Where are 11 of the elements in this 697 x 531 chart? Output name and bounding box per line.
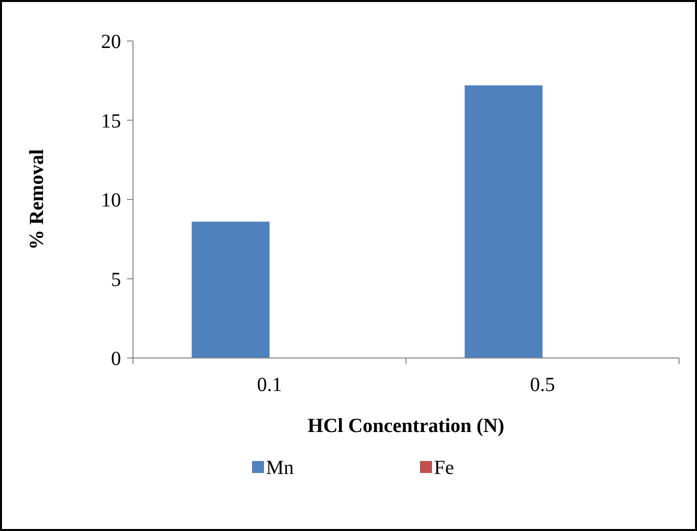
y-axis-title: % Removal bbox=[26, 148, 48, 250]
x-axis-title: HCl Concentration (N) bbox=[308, 415, 504, 437]
x-tick-label: 0.1 bbox=[257, 374, 282, 396]
y-tick-label: 20 bbox=[101, 31, 121, 53]
legend-label: Mn bbox=[266, 457, 294, 479]
legend-label: Fe bbox=[434, 457, 454, 479]
y-tick-label: 0 bbox=[111, 348, 121, 370]
y-tick-label: 5 bbox=[111, 268, 121, 291]
x-tick-label: 0.5 bbox=[530, 374, 555, 396]
y-tick-label: 15 bbox=[101, 110, 121, 132]
y-tick-label: 10 bbox=[101, 190, 121, 212]
